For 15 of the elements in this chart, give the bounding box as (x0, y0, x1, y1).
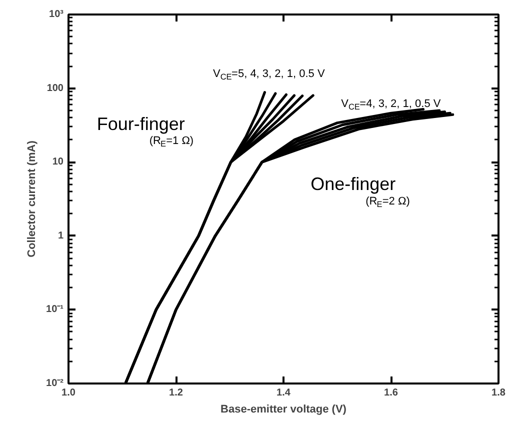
x-axis-title: Base-emitter voltage (V) (220, 404, 347, 416)
y-tick-label: 100 (46, 82, 64, 94)
x-tick-label: 1.8 (492, 388, 506, 398)
x-tick-label: 1.2 (169, 388, 184, 398)
y-tick-label: 10 (52, 156, 64, 168)
y-tick-label: 1 (58, 230, 64, 242)
x-tick-label: 1.0 (62, 388, 76, 398)
y-tick-label: 10⁻² (46, 378, 64, 389)
y-tick-label: 10³ (49, 9, 64, 20)
annotation: One-finger (310, 174, 396, 194)
x-tick-label: 1.4 (276, 388, 291, 398)
x-tick-label: 1.6 (384, 388, 398, 398)
y-tick-label: 10⁻¹ (46, 304, 64, 316)
annotation: Four-finger (96, 114, 185, 134)
y-axis-title: Collector current (mA) (26, 140, 38, 258)
